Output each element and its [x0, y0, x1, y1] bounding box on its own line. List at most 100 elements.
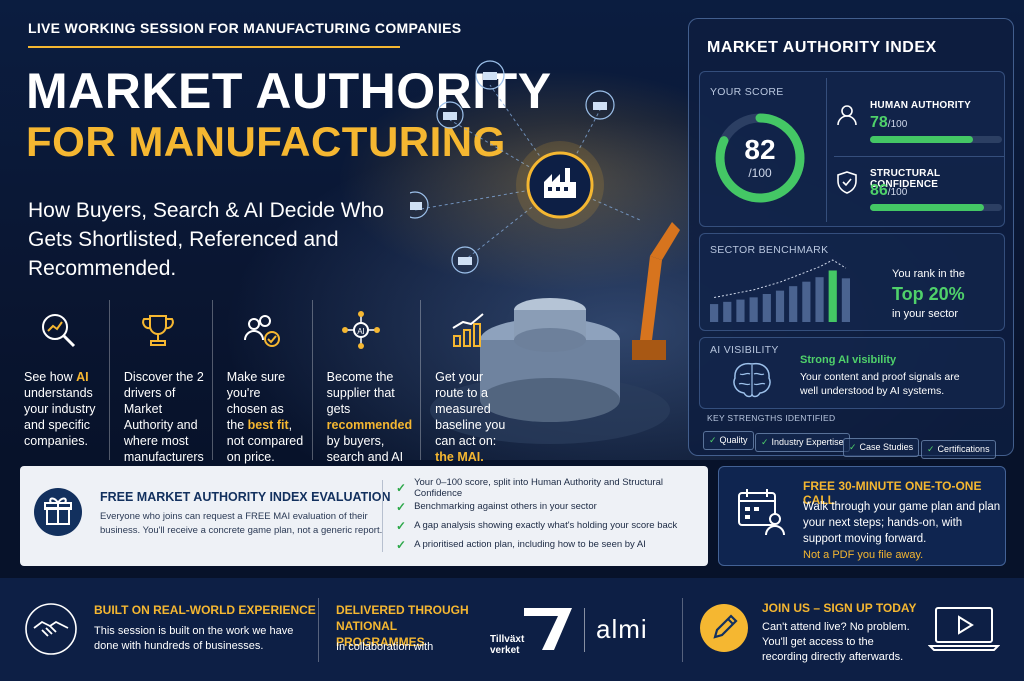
panel-title: MARKET AUTHORITY INDEX — [707, 39, 937, 56]
robot-arm-icon — [632, 222, 680, 360]
join-title: JOIN US – SIGN UP TODAY — [762, 601, 917, 615]
benchmark-bar — [762, 294, 771, 322]
experience-title: BUILT ON REAL-WORLD EXPERIENCE — [94, 603, 316, 617]
list-item: ✓ A prioritised action plan, including ho… — [396, 537, 646, 552]
footer-divider — [682, 598, 683, 662]
metric-bar — [870, 204, 1002, 211]
evaluation-desc: Everyone who joins can request a FREE MA… — [100, 511, 383, 536]
benchmark-bar — [841, 278, 850, 322]
partner-almi: almi — [596, 614, 648, 644]
kicker: LIVE WORKING SESSION FOR MANUFACTURING C… — [28, 20, 462, 36]
check-icon: ✓ — [396, 480, 407, 495]
feature-drivers: Discover the 2 drivers of Market Authori… — [108, 300, 212, 480]
call-title: FREE 30-MINUTE ONE-TO-ONE CALL — [803, 479, 982, 507]
kicker-divider — [28, 46, 400, 48]
rank-prefix: You rank in the — [892, 268, 965, 280]
call-note: Not a PDF you file away. — [803, 549, 924, 561]
gift-icon — [44, 497, 72, 525]
score-card-divider — [826, 78, 827, 222]
benchmark-bar — [723, 301, 732, 322]
check-icon: ✓ — [761, 437, 769, 447]
tillvaxtverket-logo-icon — [524, 608, 572, 650]
benchmark-chart — [710, 259, 850, 322]
turbine-icon — [430, 298, 670, 444]
check-icon: ✓ — [849, 442, 857, 452]
evaluation-box: FREE MARKET AUTHORITY INDEX EVALUATION E… — [20, 466, 708, 566]
feature-text: Make sure you're chosen as the best fit,… — [226, 370, 304, 464]
metric-value: 86/100 — [870, 182, 908, 199]
benchmark-bar — [815, 277, 824, 322]
page-title: MARKET AUTHORITY — [26, 63, 552, 119]
strength-chip: ✓ Industry Expertise — [755, 433, 850, 452]
strength-chip: ✓ Certifications — [921, 440, 996, 459]
check-icon: ✓ — [396, 537, 407, 552]
feature-text: Get your route to a measured baseline yo… — [435, 370, 506, 464]
score-label: YOUR SCORE — [710, 86, 784, 98]
metric-divider — [834, 156, 1004, 157]
magnifier-chart-icon — [42, 314, 76, 348]
pencil-icon-circle — [700, 604, 748, 652]
partner-divider — [584, 608, 585, 652]
ai-network-icon: AI — [341, 311, 380, 349]
score-card: YOUR SCORE 82 /100 HUMAN AUTHORITY 78/10… — [699, 71, 1005, 227]
brain-icon — [733, 362, 771, 398]
sector-benchmark-card: SECTOR BENCHMARK You rank in the Top 20%… — [699, 233, 1005, 331]
ai-visibility-status: Strong AI visibility — [800, 354, 897, 366]
feature-best-fit: Make sure you're chosen as the best fit,… — [211, 300, 312, 464]
feature-ai-understanding: See how AI understands your industry and… — [10, 300, 109, 460]
feature-text: Become the supplier that gets recommende… — [326, 370, 413, 480]
metric-name: HUMAN AUTHORITY — [870, 100, 971, 111]
strength-chip: ✓ Quality — [703, 431, 754, 450]
people-check-icon — [243, 315, 280, 347]
list-item: ✓ Your 0–100 score, split into Human Auth… — [396, 476, 663, 499]
factory-node-icon — [410, 60, 615, 274]
rank-value: Top 20% — [892, 284, 965, 304]
list-item: ✓ Benchmarking against others in your sec… — [396, 499, 597, 514]
laptop-video-icon — [928, 607, 1000, 651]
programmes-title: DELIVERED THROUGH NATIONAL PROGRAMMES — [336, 603, 469, 649]
shield-check-icon — [837, 171, 857, 194]
rank-suffix: in your sector — [892, 308, 959, 320]
programmes-text: In collaboration with — [336, 641, 434, 653]
evaluation-list: ✓ Your 0–100 score, split into Human Auth… — [396, 476, 706, 554]
join-text: Can't attend live? No problem. You'll ge… — [762, 621, 910, 663]
benchmark-bar — [789, 286, 798, 322]
svg-text:AI: AI — [357, 327, 365, 336]
subtitle: How Buyers, Search & AI Decide Who Gets … — [28, 199, 384, 280]
score-ring — [715, 113, 805, 203]
footer-divider — [318, 598, 319, 662]
metric-bar-fill — [870, 204, 984, 211]
feature-recommended: AI Become the supplier that gets recomme… — [311, 300, 420, 480]
score-denominator: /100 — [748, 166, 772, 180]
factory-network-graphic — [410, 60, 680, 444]
feature-columns: See how AI understands your industry and… — [10, 300, 520, 480]
evaluation-divider — [382, 480, 383, 552]
experience-text: This session is built on the work we hav… — [94, 625, 294, 652]
evaluation-title: FREE MARKET AUTHORITY INDEX EVALUATION — [100, 490, 391, 504]
call-desc: Walk through your game plan and plan you… — [803, 501, 1001, 545]
ai-visibility-label: AI VISIBILITY — [710, 344, 779, 356]
page-title-accent: FOR MANUFACTURING — [26, 118, 506, 165]
metric-name: STRUCTURAL CONFIDENCE — [870, 168, 941, 190]
check-icon: ✓ — [396, 499, 407, 514]
handshake-icon — [25, 603, 77, 655]
feature-text: See how AI understands your industry and… — [24, 370, 96, 448]
benchmark-bar — [749, 297, 758, 322]
strength-chip: ✓ Case Studies — [843, 438, 920, 457]
growth-bars-icon — [452, 313, 484, 347]
check-icon: ✓ — [709, 435, 717, 445]
market-authority-index-panel: MARKET AUTHORITY INDEX YOUR SCORE 82 /10… — [688, 18, 1014, 459]
benchmark-bar — [736, 299, 745, 322]
partner-tillvaxtverket: Tillväxt verket — [490, 634, 525, 656]
benchmark-bar — [828, 270, 837, 322]
trophy-icon — [142, 315, 174, 346]
benchmark-bar — [802, 281, 811, 322]
one-to-one-call-box: FREE 30-MINUTE ONE-TO-ONE CALL Walk thro… — [718, 466, 1006, 566]
calendar-person-icon — [738, 489, 785, 536]
benchmark-label: SECTOR BENCHMARK — [710, 244, 829, 256]
metric-value: 78/100 — [870, 114, 908, 131]
feature-baseline: Get your route to a measured baseline yo… — [420, 300, 520, 464]
key-strengths: KEY STRENGTHS IDENTIFIED ✓ Quality ✓ Indus… — [699, 413, 1005, 459]
pencil-icon — [713, 614, 738, 639]
check-icon: ✓ — [396, 518, 407, 533]
